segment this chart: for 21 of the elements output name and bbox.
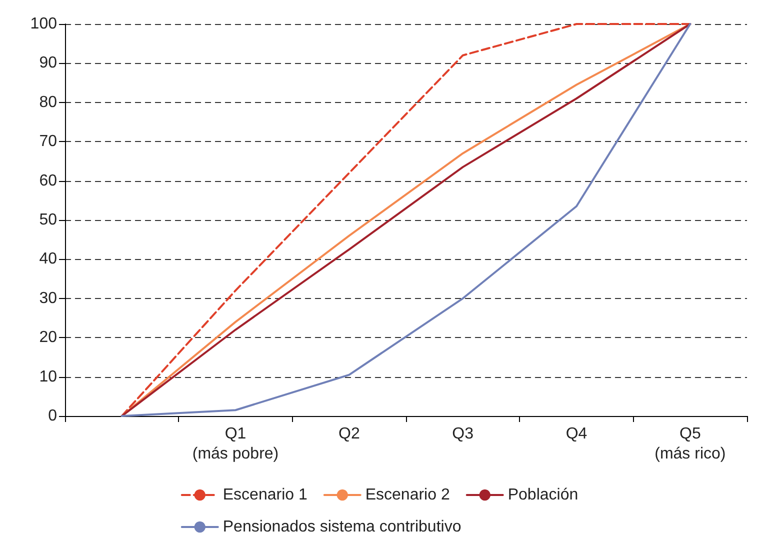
legend-label: Escenario 1 xyxy=(222,486,308,504)
x-tick-label: Q1 (más pobre) xyxy=(192,426,279,462)
y-tick-label: 70 xyxy=(39,133,58,150)
y-tick-label: 40 xyxy=(39,250,58,268)
x-tick-label: Q5 (más rico) xyxy=(654,426,726,462)
y-tick-label: 80 xyxy=(39,94,58,111)
y-tick-label: 60 xyxy=(39,172,58,190)
x-tick-label: Q2 xyxy=(338,426,360,442)
line-series xyxy=(120,23,692,417)
legend-label: Escenario 2 xyxy=(365,486,450,504)
y-tick-label: 10 xyxy=(39,368,58,386)
legend-label: Pensionados sistema contributivo xyxy=(222,518,462,536)
x-tick-label: Q3 xyxy=(452,426,474,442)
y-tick-label: 90 xyxy=(39,54,58,72)
x-tick-label: Q4 xyxy=(566,426,588,442)
y-tick-label: 100 xyxy=(30,16,58,32)
y-tick-label: 50 xyxy=(39,212,58,228)
y-tick-label: 0 xyxy=(48,408,58,424)
y-tick-label: 30 xyxy=(39,290,58,307)
legend-label: Población xyxy=(508,486,578,504)
y-tick-label: 20 xyxy=(39,329,58,346)
